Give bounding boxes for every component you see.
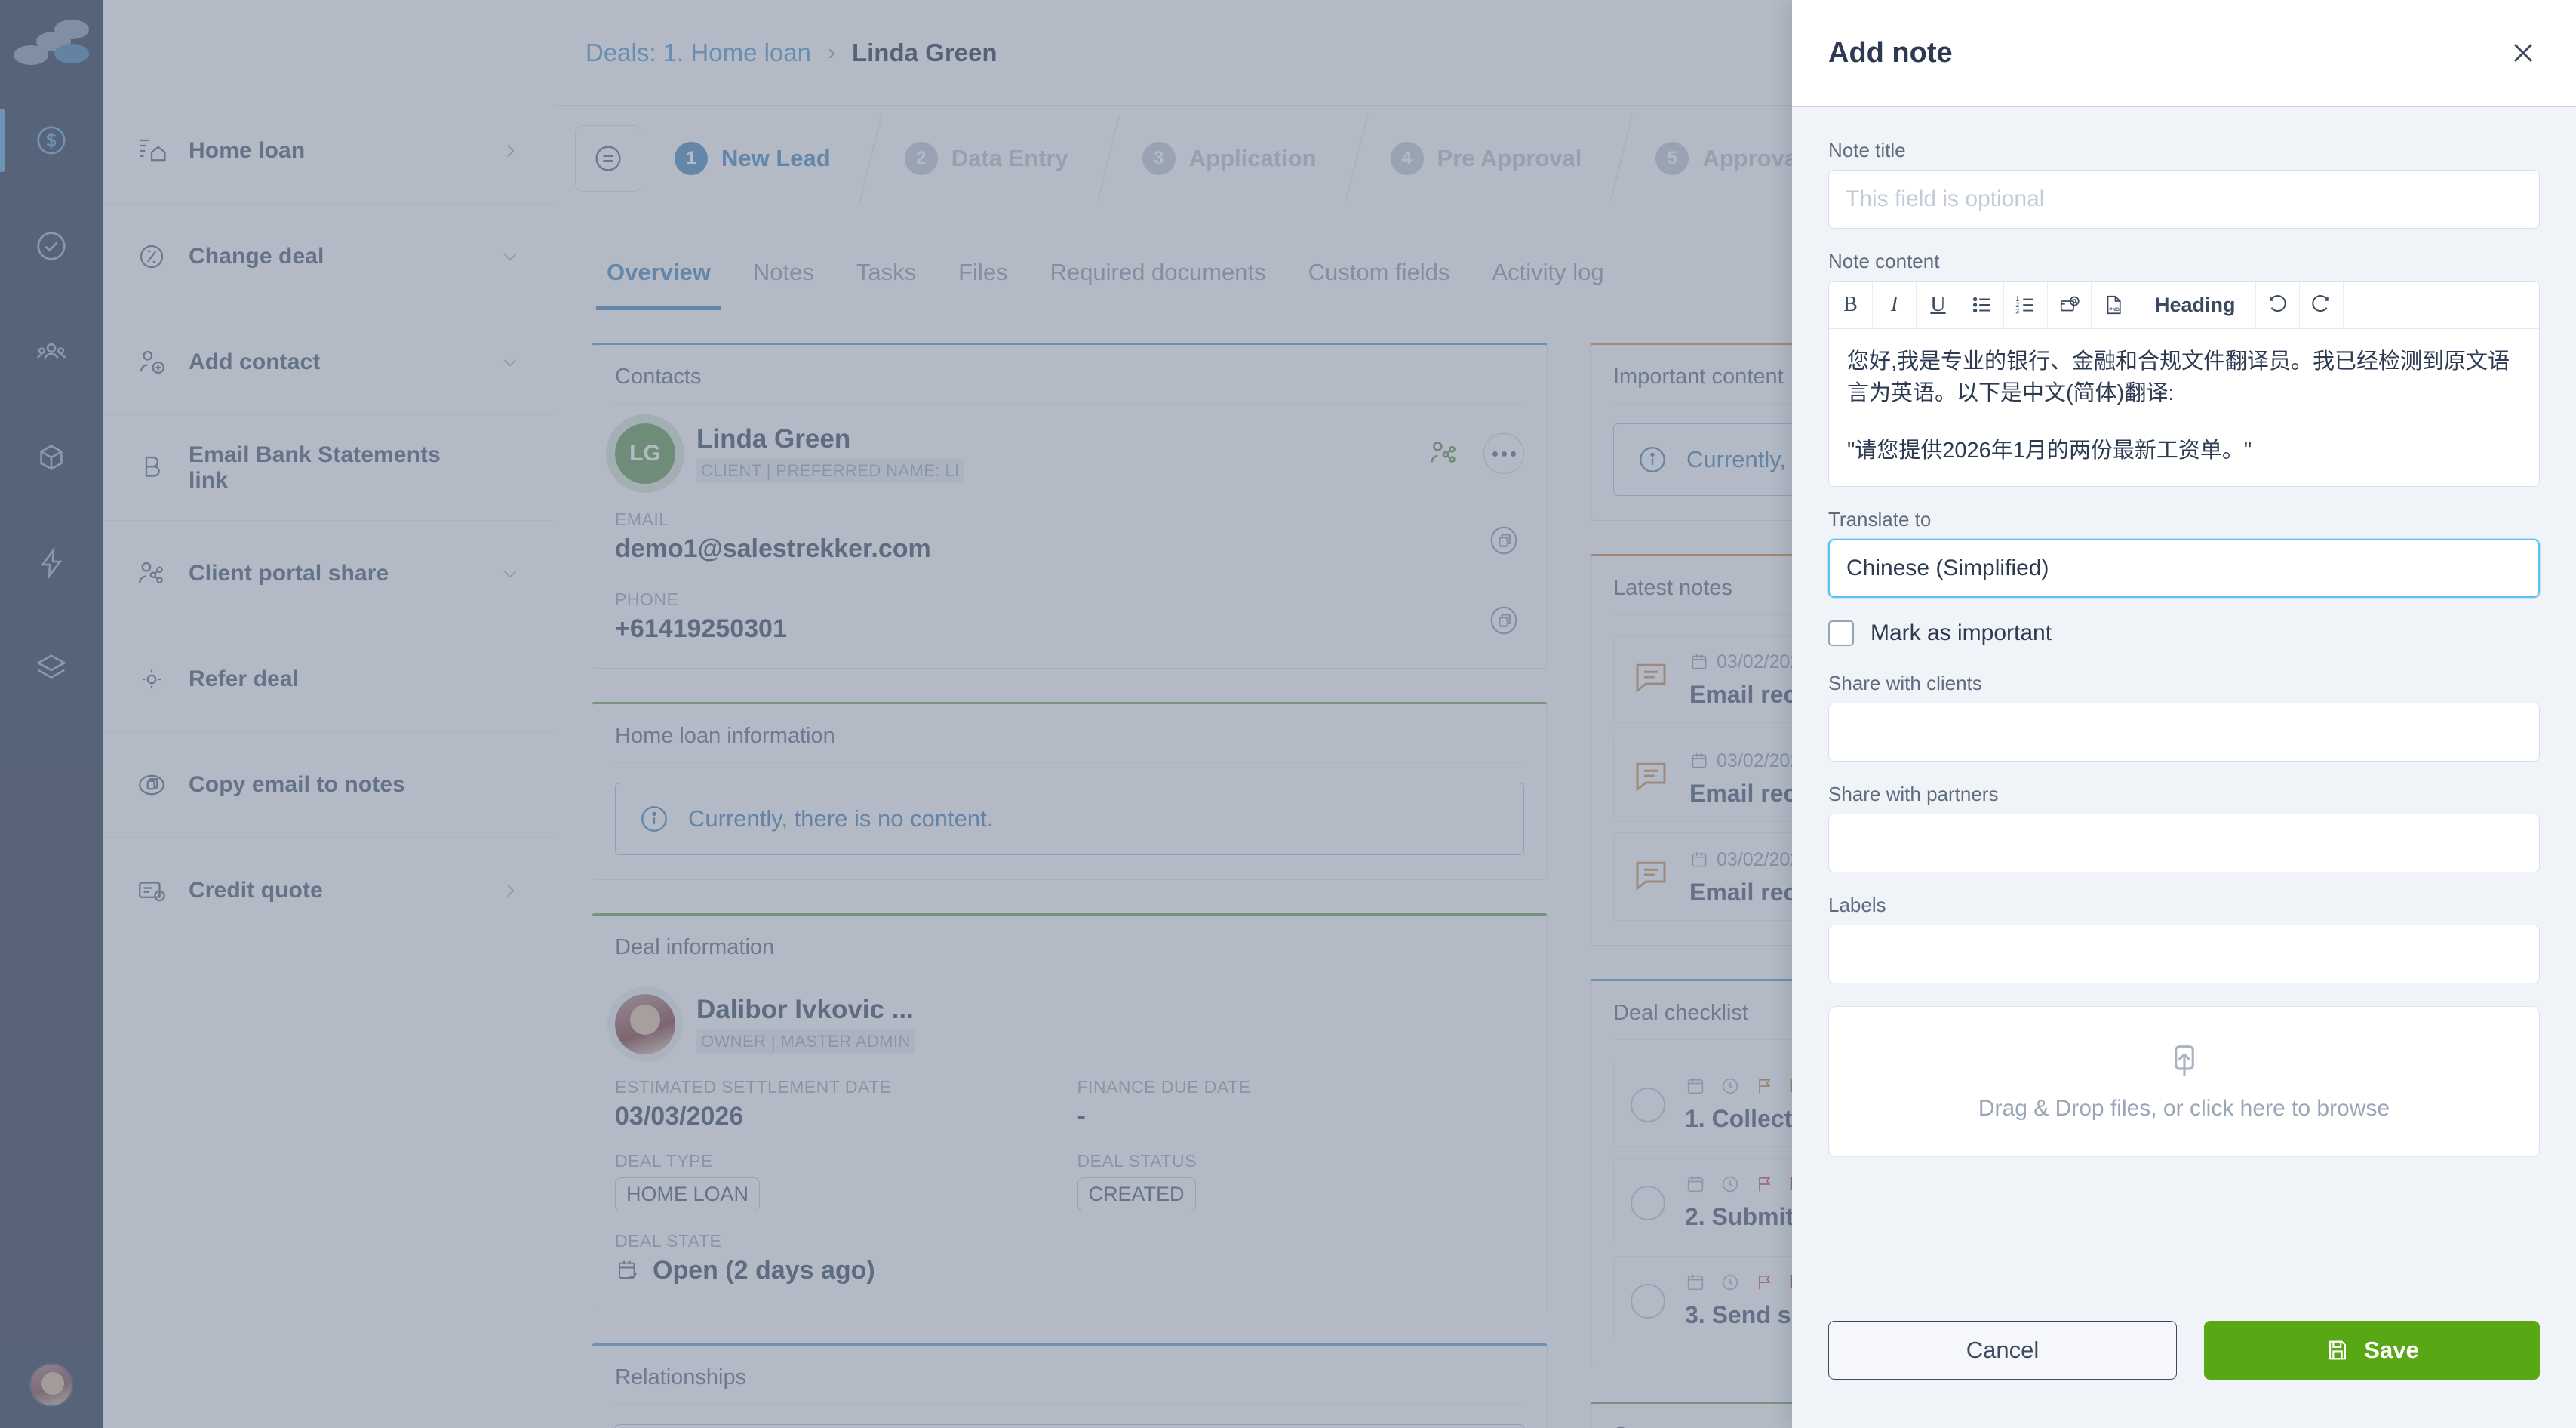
italic-icon[interactable]: I bbox=[1873, 282, 1917, 328]
redo-icon[interactable] bbox=[2300, 282, 2344, 328]
svg-text:1: 1 bbox=[2015, 295, 2019, 303]
save-icon bbox=[2329, 1340, 2347, 1360]
cancel-button[interactable]: Cancel bbox=[1828, 1321, 2177, 1380]
panel-header: Add note bbox=[1792, 0, 2576, 106]
heading-button[interactable]: Heading bbox=[2135, 282, 2256, 328]
panel-footer: Cancel Save bbox=[1792, 1321, 2576, 1428]
mark-as-important-checkbox[interactable] bbox=[1828, 620, 1854, 647]
share-with-partners-input[interactable] bbox=[1828, 814, 2540, 873]
note-title-label: Note title bbox=[1828, 139, 1906, 162]
labels-block: Labels bbox=[1828, 894, 2540, 984]
close-icon[interactable] bbox=[2507, 36, 2540, 69]
labels-label: Labels bbox=[1828, 894, 1886, 917]
panel-body: Note title Note content B I U 123 bbox=[1792, 107, 2576, 1321]
save-label: Save bbox=[2364, 1337, 2419, 1363]
undo-icon[interactable] bbox=[2256, 282, 2300, 328]
toolbar-end-spacer bbox=[2344, 282, 2539, 328]
svg-text:3: 3 bbox=[2015, 307, 2019, 315]
save-button[interactable]: Save bbox=[2204, 1321, 2540, 1380]
note-content-label: Note content bbox=[1828, 250, 1940, 272]
bold-icon[interactable]: B bbox=[1829, 282, 1873, 328]
translate-to-block: Translate to bbox=[1828, 508, 2540, 599]
share-with-partners-label: Share with partners bbox=[1828, 783, 1999, 806]
note-title-input[interactable] bbox=[1828, 170, 2540, 229]
svg-text:PNG: PNG bbox=[2109, 307, 2120, 312]
panel-divider bbox=[1792, 106, 2576, 107]
share-with-clients-block: Share with clients bbox=[1828, 672, 2540, 762]
mark-as-important-label: Mark as important bbox=[1871, 620, 2052, 646]
dropzone-text: Drag & Drop files, or click here to brow… bbox=[1978, 1096, 2390, 1122]
insert-mention-icon[interactable] bbox=[2048, 282, 2092, 328]
svg-text:2: 2 bbox=[2015, 301, 2019, 309]
note-content-paragraph-2: "请您提供2026年1月的两份最新工资单。" bbox=[1847, 439, 2252, 463]
bullet-list-icon[interactable] bbox=[1960, 282, 2004, 328]
underline-icon[interactable]: U bbox=[1917, 282, 1960, 328]
translate-to-label: Translate to bbox=[1828, 508, 1932, 531]
translate-to-input[interactable] bbox=[1828, 539, 2540, 599]
labels-input[interactable] bbox=[1828, 925, 2540, 984]
note-content-paragraph-1: 您好,我是专业的银行、金融和合规文件翻译员。我已经检测到原文语言为英语。以下是中… bbox=[1847, 349, 2510, 406]
file-dropzone[interactable]: Drag & Drop files, or click here to brow… bbox=[1828, 1006, 2540, 1158]
mark-as-important-row[interactable]: Mark as important bbox=[1828, 620, 2540, 647]
share-with-clients-input[interactable] bbox=[1828, 703, 2540, 762]
note-title-block: Note title bbox=[1828, 139, 2540, 229]
insert-image-png-icon[interactable]: PNG bbox=[2092, 282, 2135, 328]
share-with-partners-block: Share with partners bbox=[1828, 783, 2540, 873]
upload-icon bbox=[2164, 1042, 2205, 1082]
page-title: Add note bbox=[1828, 36, 1953, 69]
share-with-clients-label: Share with clients bbox=[1828, 672, 1982, 695]
editor-content[interactable]: 您好,我是专业的银行、金融和合规文件翻译员。我已经检测到原文语言为英语。以下是中… bbox=[1829, 329, 2539, 486]
add-note-panel: Add note Note title Note content B I U bbox=[1792, 0, 2576, 1428]
